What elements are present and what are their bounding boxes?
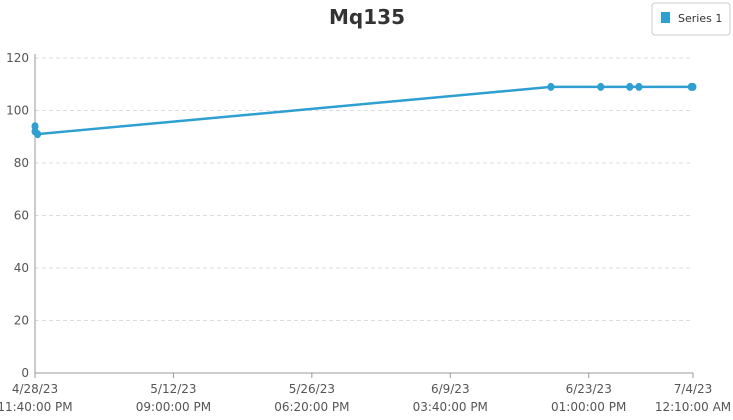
y-tick-label: 40 [14,261,29,275]
data-point [635,82,643,91]
x-tick-label: 06:20:00 PM [274,400,349,414]
y-tick-label: 20 [14,314,29,328]
x-tick-label: 09:00:00 PM [136,400,211,414]
legend-swatch [661,12,670,23]
y-tick-label: 60 [14,209,29,223]
x-tick-label: 01:00:00 PM [551,400,626,414]
legend-label: Series 1 [678,12,722,25]
chart-title: Mq135 [329,5,405,29]
x-tick-label: 4/28/23 [12,382,58,396]
x-tick-label: 6/23/23 [566,382,612,396]
x-tick-label: 6/9/23 [431,382,470,396]
y-tick-label: 80 [14,156,29,170]
x-tick-label: 12:10:00 AM [655,400,731,414]
x-tick-label: 5/26/23 [289,382,335,396]
data-point [547,82,555,91]
data-point [34,130,42,139]
x-tick-label: 5/12/23 [150,382,196,396]
legend-box [651,2,731,36]
y-tick-label: 100 [6,104,29,118]
y-tick-label: 0 [21,366,29,380]
data-point [597,82,605,91]
x-tick-label: 7/4/23 [674,382,713,396]
y-tick-label: 120 [6,51,29,65]
x-tick-label: 11:40:00 PM [0,400,73,414]
data-point [626,82,634,91]
x-tick-label: 03:40:00 PM [413,400,488,414]
data-point [689,82,697,91]
